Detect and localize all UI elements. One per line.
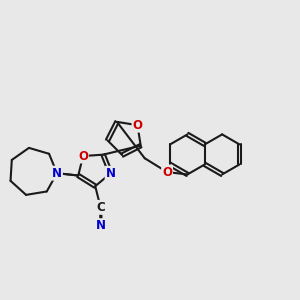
- Text: O: O: [133, 118, 142, 132]
- Text: N: N: [106, 167, 116, 180]
- Text: C: C: [96, 201, 105, 214]
- Text: N: N: [96, 219, 106, 232]
- Text: O: O: [162, 166, 172, 178]
- Text: N: N: [52, 167, 62, 180]
- Text: O: O: [78, 150, 88, 163]
